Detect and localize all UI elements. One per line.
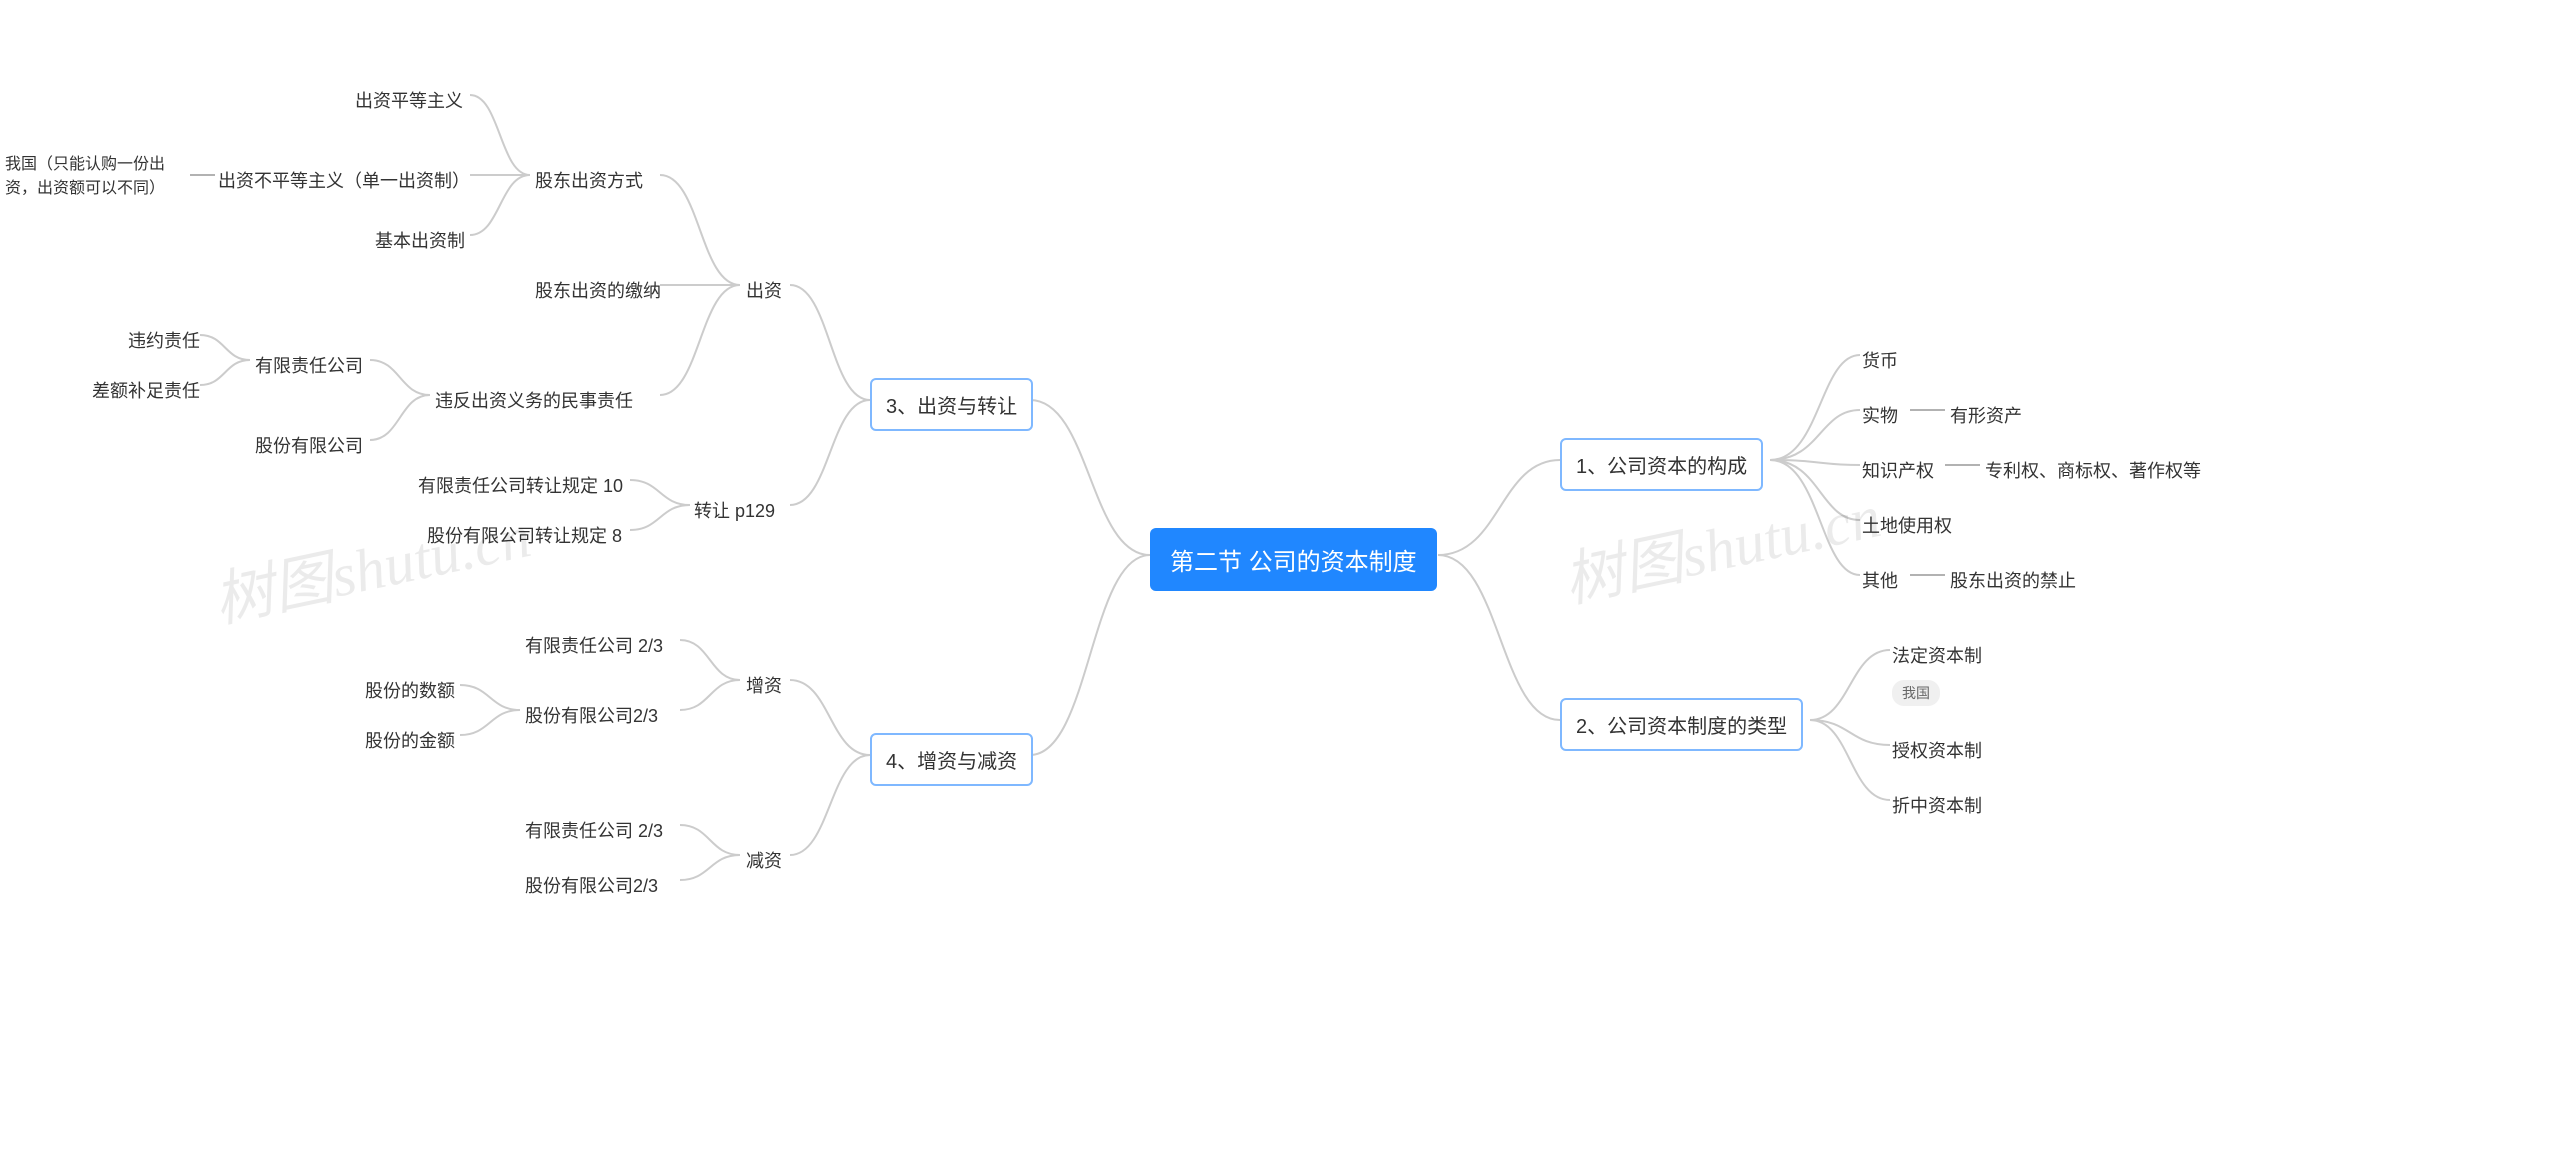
leaf-inc-stock: 股份有限公司2/3 [525, 698, 658, 732]
leaf-statutory: 法定资本制 [1892, 638, 1982, 672]
leaf-share-count: 股份的数额 [365, 673, 455, 707]
leaf-shortfall: 差额补足责任 [92, 373, 200, 407]
leaf-currency: 货币 [1862, 343, 1898, 377]
leaf-increase: 增资 [746, 668, 782, 702]
root-label: 第二节 公司的资本制度 [1170, 549, 1417, 576]
leaf-unequal: 出资不平等主义（单一出资制） [218, 163, 470, 197]
branch-contribution-transfer[interactable]: 3、出资与转让 [870, 378, 1033, 431]
branch-label: 3、出资与转让 [886, 396, 1017, 418]
leaf-physical: 实物 [1862, 398, 1898, 432]
leaf-ip-detail: 专利权、商标权、著作权等 [1985, 453, 2201, 487]
leaf-contrib-method: 股东出资方式 [535, 163, 643, 197]
branch-label: 2、公司资本制度的类型 [1576, 716, 1787, 738]
leaf-inc-ltd: 有限责任公司 2/3 [525, 628, 663, 662]
leaf-transfer: 转让 p129 [694, 493, 775, 527]
branch-label: 4、增资与减资 [886, 751, 1017, 773]
leaf-stock-transfer: 股份有限公司转让规定 8 [427, 518, 622, 552]
leaf-compromise: 折中资本制 [1892, 788, 1982, 822]
leaf-decrease: 减资 [746, 843, 782, 877]
leaf-authorized: 授权资本制 [1892, 733, 1982, 767]
leaf-ltd-company: 有限责任公司 [255, 348, 363, 382]
branch-increase-decrease[interactable]: 4、增资与减资 [870, 733, 1033, 786]
watermark: 树图shutu.cn [204, 488, 537, 640]
leaf-other: 其他 [1862, 563, 1898, 597]
branch-capital-composition[interactable]: 1、公司资本的构成 [1560, 438, 1763, 491]
branch-capital-types[interactable]: 2、公司资本制度的类型 [1560, 698, 1803, 751]
leaf-ip: 知识产权 [1862, 453, 1934, 487]
leaf-other-detail: 股东出资的禁止 [1950, 563, 2076, 597]
leaf-land: 土地使用权 [1862, 508, 1952, 542]
leaf-ltd-transfer: 有限责任公司转让规定 10 [418, 468, 623, 502]
leaf-share-amount: 股份的金额 [365, 723, 455, 757]
leaf-equal: 出资平等主义 [355, 83, 463, 117]
leaf-dec-stock: 股份有限公司2/3 [525, 868, 658, 902]
leaf-contribution: 出资 [746, 273, 782, 307]
leaf-contrib-liability: 违反出资义务的民事责任 [435, 383, 633, 417]
leaf-breach: 违约责任 [128, 323, 200, 357]
root-node[interactable]: 第二节 公司的资本制度 [1150, 528, 1437, 591]
pill-china: 我国 [1892, 680, 1940, 706]
leaf-tangible: 有形资产 [1950, 398, 2022, 432]
leaf-china-note: 我国（只能认购一份出资，出资额可以不同） [5, 150, 190, 204]
leaf-dec-ltd: 有限责任公司 2/3 [525, 813, 663, 847]
leaf-basic: 基本出资制 [375, 223, 465, 257]
leaf-stock-company: 股份有限公司 [255, 428, 363, 462]
branch-label: 1、公司资本的构成 [1576, 456, 1747, 478]
leaf-contrib-payment: 股东出资的缴纳 [535, 273, 661, 307]
